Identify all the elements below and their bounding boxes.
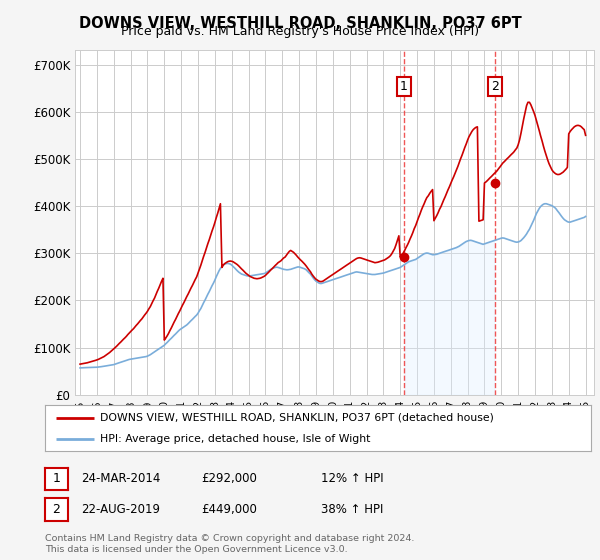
Text: 22-AUG-2019: 22-AUG-2019 bbox=[81, 503, 160, 516]
Text: 24-MAR-2014: 24-MAR-2014 bbox=[81, 472, 160, 486]
Text: HPI: Average price, detached house, Isle of Wight: HPI: Average price, detached house, Isle… bbox=[100, 435, 370, 444]
Text: 1: 1 bbox=[52, 472, 61, 486]
Text: £449,000: £449,000 bbox=[201, 503, 257, 516]
Text: DOWNS VIEW, WESTHILL ROAD, SHANKLIN, PO37 6PT: DOWNS VIEW, WESTHILL ROAD, SHANKLIN, PO3… bbox=[79, 16, 521, 31]
Text: 2: 2 bbox=[491, 80, 499, 93]
Text: 38% ↑ HPI: 38% ↑ HPI bbox=[321, 503, 383, 516]
Text: DOWNS VIEW, WESTHILL ROAD, SHANKLIN, PO37 6PT (detached house): DOWNS VIEW, WESTHILL ROAD, SHANKLIN, PO3… bbox=[100, 413, 493, 423]
Text: £292,000: £292,000 bbox=[201, 472, 257, 486]
Text: Price paid vs. HM Land Registry's House Price Index (HPI): Price paid vs. HM Land Registry's House … bbox=[121, 25, 479, 38]
Text: Contains HM Land Registry data © Crown copyright and database right 2024.
This d: Contains HM Land Registry data © Crown c… bbox=[45, 534, 415, 554]
Text: 1: 1 bbox=[400, 80, 408, 93]
Text: 2: 2 bbox=[52, 503, 61, 516]
Text: 12% ↑ HPI: 12% ↑ HPI bbox=[321, 472, 383, 486]
